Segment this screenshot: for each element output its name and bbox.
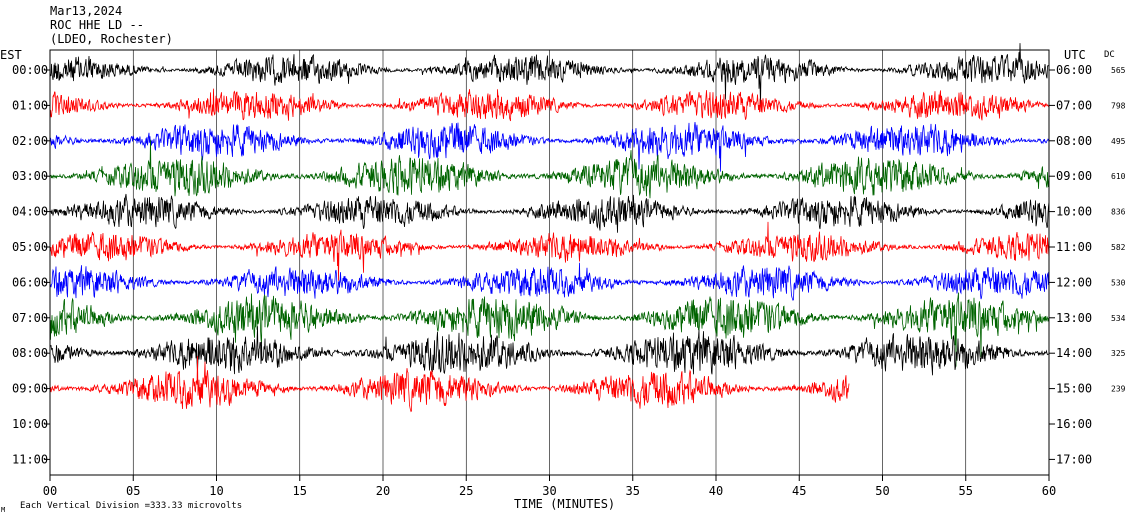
x-tick-label: 35 — [626, 484, 640, 498]
dc-value: 582 — [1111, 243, 1126, 252]
corner-mark: M — [1, 506, 5, 514]
y-tick-label-utc: 11:00 — [1056, 240, 1092, 254]
trace-hour-0100 — [49, 88, 1050, 122]
trace-hour-0700 — [49, 292, 1050, 367]
axis-labels: EST UTC DC TIME (MINUTES) M Each Vertica… — [0, 48, 1126, 514]
dc-value: 325 — [1111, 349, 1126, 358]
y-tick-label-est: 02:00 — [12, 134, 48, 148]
station-code: ROC HHE LD -- — [50, 18, 144, 32]
trace-hour-0600 — [49, 262, 1050, 301]
trace-hour-0900 — [49, 356, 850, 413]
dc-value: 836 — [1111, 208, 1126, 217]
y-tick-label-est: 01:00 — [12, 98, 48, 112]
grid-lines — [44, 50, 1055, 481]
y-tick-label-est: 07:00 — [12, 311, 48, 325]
y-tick-label-est: 04:00 — [12, 205, 48, 219]
y-tick-label-utc: 17:00 — [1056, 452, 1092, 466]
dc-value: 530 — [1111, 278, 1126, 287]
y-tick-label-utc: 13:00 — [1056, 311, 1092, 325]
y-tick-label-utc: 08:00 — [1056, 134, 1092, 148]
plot-frame — [49, 49, 1050, 476]
y-tick-label-utc: 09:00 — [1056, 169, 1092, 183]
x-tick-label: 25 — [459, 484, 473, 498]
y-tick-label-utc: 12:00 — [1056, 275, 1092, 289]
y-tick-label-utc: 14:00 — [1056, 346, 1092, 360]
y-tick-label-est: 05:00 — [12, 240, 48, 254]
dc-value: 495 — [1111, 137, 1126, 146]
trace-hour-0400 — [49, 193, 1050, 233]
x-tick-label: 40 — [709, 484, 723, 498]
y-tick-label-est: 08:00 — [12, 346, 48, 360]
y-tick-label-est: 11:00 — [12, 452, 48, 466]
trace-hour-0800 — [49, 326, 1050, 376]
y-tick-label-utc: 10:00 — [1056, 205, 1092, 219]
dc-value: 239 — [1111, 385, 1126, 394]
dc-value: 610 — [1111, 172, 1126, 181]
left-zone-label: EST — [0, 48, 22, 62]
y-tick-label-utc: 16:00 — [1056, 417, 1092, 431]
plot-date: Mar13,2024 — [50, 4, 123, 18]
y-tick-label-utc: 06:00 — [1056, 63, 1092, 77]
y-tick-label-est: 09:00 — [12, 382, 48, 396]
right-zone-label: UTC — [1064, 48, 1086, 62]
x-axis-label: TIME (MINUTES) — [514, 497, 615, 511]
dc-value: 565 — [1111, 66, 1126, 75]
y-tick-label-utc: 15:00 — [1056, 382, 1092, 396]
dc-header-label: DC — [1104, 50, 1115, 60]
dc-value: 534 — [1111, 314, 1126, 323]
scale-note: Each Vertical Division = — [20, 501, 151, 511]
x-tick-label: 60 — [1042, 484, 1056, 498]
x-tick-label: 00 — [43, 484, 57, 498]
x-tick-label: 30 — [542, 484, 556, 498]
y-tick-label-utc: 07:00 — [1056, 98, 1092, 112]
y-tick-label-est: 06:00 — [12, 275, 48, 289]
x-tick-label: 05 — [126, 484, 140, 498]
y-tick-label-est: 00:00 — [12, 63, 48, 77]
trace-hour-0300 — [49, 139, 1050, 199]
dc-value: 798 — [1111, 101, 1126, 110]
x-tick-label: 50 — [875, 484, 889, 498]
trace-hour-0500 — [50, 221, 1050, 281]
x-tick-label: 55 — [959, 484, 973, 498]
scale-value: 333.33 microvolts — [150, 501, 242, 511]
y-tick-label-est: 03:00 — [12, 169, 48, 183]
trace-hour-0200 — [49, 122, 1050, 172]
y-tick-label-est: 10:00 — [12, 417, 48, 431]
x-tick-label: 15 — [293, 484, 307, 498]
x-tick-label: 10 — [209, 484, 223, 498]
network-name: (LDEO, Rochester) — [50, 32, 173, 46]
x-tick-label: 45 — [792, 484, 806, 498]
trace-hour-0000 — [49, 43, 1050, 107]
x-tick-label: 20 — [376, 484, 390, 498]
trace-layer — [49, 43, 1050, 413]
